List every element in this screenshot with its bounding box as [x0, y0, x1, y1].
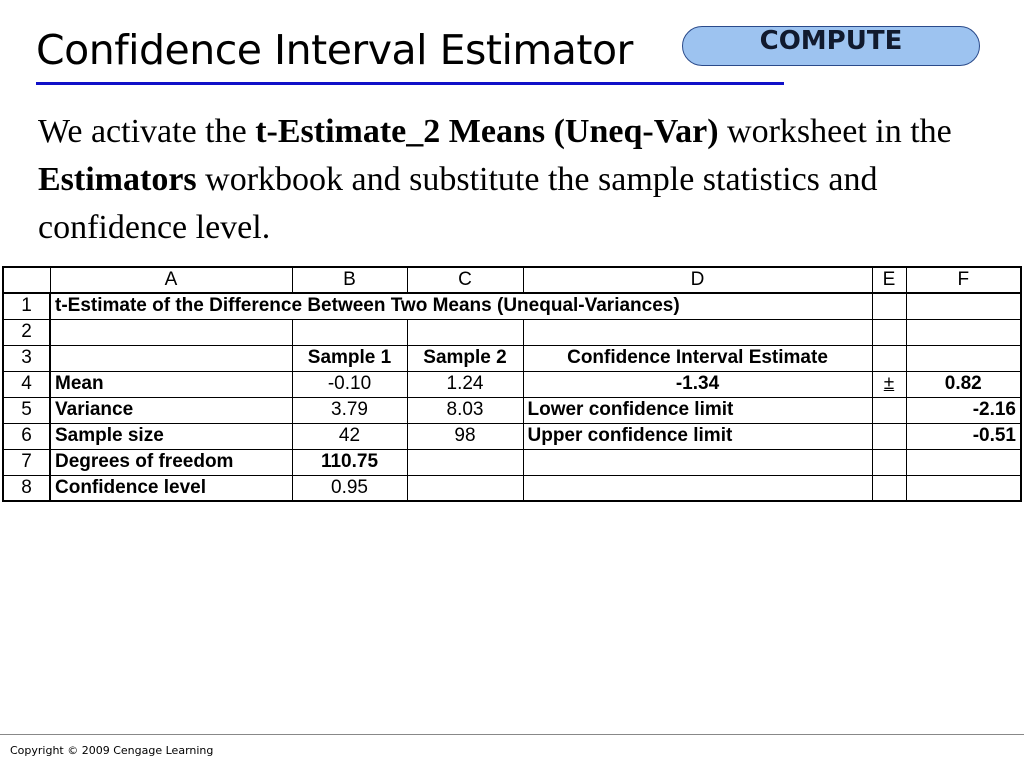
column-header-c[interactable]: C: [406, 266, 524, 294]
body-text-1: We activate the: [38, 113, 256, 150]
column-header-row: A B C D E F: [2, 266, 1022, 294]
row-header-1[interactable]: 1: [2, 292, 51, 320]
cell-f7[interactable]: [905, 448, 1022, 476]
cell-d8[interactable]: [522, 474, 873, 502]
cell-e7[interactable]: [871, 448, 907, 476]
title-underline: [36, 82, 784, 85]
row-header-4[interactable]: 4: [2, 370, 51, 398]
row-header-3[interactable]: 3: [2, 344, 51, 372]
sheet-row-2: 2: [2, 318, 1022, 346]
cell-c7[interactable]: [406, 448, 524, 476]
cell-f3[interactable]: [905, 344, 1022, 372]
cell-c3[interactable]: Sample 2: [406, 344, 524, 372]
sheet-row-3: 3 Sample 1 Sample 2 Confidence Interval …: [2, 344, 1022, 372]
cell-b8[interactable]: 0.95: [291, 474, 408, 502]
footer-divider: [0, 734, 1024, 735]
sheet-row-7: 7 Degrees of freedom 110.75: [2, 448, 1022, 476]
cell-e3[interactable]: [871, 344, 907, 372]
copyright-footer: Copyright © 2009 Cengage Learning: [10, 744, 214, 757]
cell-f1[interactable]: [905, 292, 1022, 320]
sheet-row-5: 5 Variance 3.79 8.03 Lower confidence li…: [2, 396, 1022, 424]
cell-a3[interactable]: [49, 344, 293, 372]
cell-d3[interactable]: Confidence Interval Estimate: [522, 344, 873, 372]
cell-e5[interactable]: [871, 396, 907, 424]
cell-a6[interactable]: Sample size: [49, 422, 293, 450]
row-header-7[interactable]: 7: [2, 448, 51, 476]
slide-title: Confidence Interval Estimator: [36, 26, 633, 74]
column-header-f[interactable]: F: [905, 266, 1022, 294]
cell-c6[interactable]: 98: [406, 422, 524, 450]
cell-f8[interactable]: [905, 474, 1022, 502]
sheet-row-8: 8 Confidence level 0.95: [2, 474, 1022, 502]
column-header-a[interactable]: A: [49, 266, 293, 294]
body-paragraph: We activate the t-Estimate_2 Means (Uneq…: [38, 108, 998, 252]
cell-a2[interactable]: [49, 318, 293, 346]
cell-f5[interactable]: -2.16: [905, 396, 1022, 424]
row-header-6[interactable]: 6: [2, 422, 51, 450]
cell-b6[interactable]: 42: [291, 422, 408, 450]
cell-a7[interactable]: Degrees of freedom: [49, 448, 293, 476]
cell-b5[interactable]: 3.79: [291, 396, 408, 424]
cell-a1-sheet-title[interactable]: t-Estimate of the Difference Between Two…: [49, 292, 873, 320]
sheet-row-6: 6 Sample size 42 98 Upper confidence lim…: [2, 422, 1022, 450]
cell-d4[interactable]: -1.34: [522, 370, 873, 398]
column-header-b[interactable]: B: [291, 266, 408, 294]
cell-b7[interactable]: 110.75: [291, 448, 408, 476]
cell-c8[interactable]: [406, 474, 524, 502]
cell-b2[interactable]: [291, 318, 408, 346]
select-all-corner[interactable]: [2, 266, 51, 294]
body-text-5: workbook and substitute the sample stati…: [38, 161, 878, 246]
cell-d6[interactable]: Upper confidence limit: [522, 422, 873, 450]
cell-c4[interactable]: 1.24: [406, 370, 524, 398]
cell-e8[interactable]: [871, 474, 907, 502]
row-header-2[interactable]: 2: [2, 318, 51, 346]
cell-c2[interactable]: [406, 318, 524, 346]
body-text-workbook-name: Estimators: [38, 161, 197, 198]
cell-a5[interactable]: Variance: [49, 396, 293, 424]
column-header-e[interactable]: E: [871, 266, 907, 294]
cell-e4[interactable]: ±: [871, 370, 907, 398]
cell-f6[interactable]: -0.51: [905, 422, 1022, 450]
sheet-row-1: 1 t-Estimate of the Difference Between T…: [2, 292, 1022, 320]
cell-c5[interactable]: 8.03: [406, 396, 524, 424]
body-text-3: worksheet in the: [718, 113, 952, 150]
cell-f2[interactable]: [905, 318, 1022, 346]
column-header-d[interactable]: D: [522, 266, 873, 294]
cell-a8[interactable]: Confidence level: [49, 474, 293, 502]
cell-d2[interactable]: [522, 318, 873, 346]
sheet-row-4: 4 Mean -0.10 1.24 -1.34 ± 0.82: [2, 370, 1022, 398]
cell-b4[interactable]: -0.10: [291, 370, 408, 398]
cell-f4[interactable]: 0.82: [905, 370, 1022, 398]
compute-button[interactable]: COMPUTE: [682, 26, 980, 66]
cell-e6[interactable]: [871, 422, 907, 450]
spreadsheet: A B C D E F 1 t-Estimate of the Differen…: [2, 266, 1022, 502]
row-header-8[interactable]: 8: [2, 474, 51, 502]
cell-b3[interactable]: Sample 1: [291, 344, 408, 372]
cell-d7[interactable]: [522, 448, 873, 476]
body-text-worksheet-name: t-Estimate_2 Means (Uneq-Var): [255, 113, 719, 150]
cell-e1[interactable]: [871, 292, 907, 320]
row-header-5[interactable]: 5: [2, 396, 51, 424]
cell-d5[interactable]: Lower confidence limit: [522, 396, 873, 424]
cell-a4[interactable]: Mean: [49, 370, 293, 398]
cell-e2[interactable]: [871, 318, 907, 346]
compute-button-label: COMPUTE: [759, 26, 903, 56]
